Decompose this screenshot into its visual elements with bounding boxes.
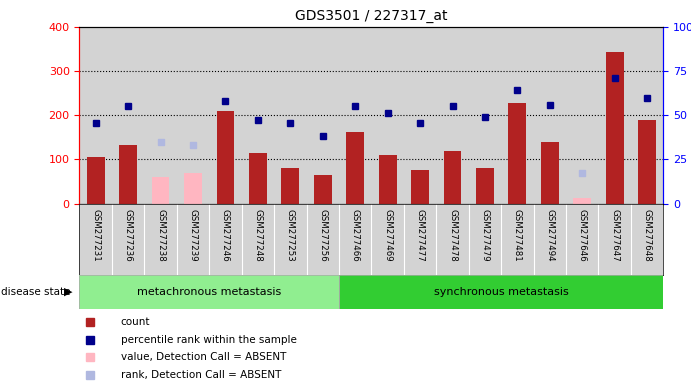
Bar xyxy=(184,173,202,204)
Text: rank, Detection Call = ABSENT: rank, Detection Call = ABSENT xyxy=(121,370,281,380)
Bar xyxy=(79,275,339,309)
Bar xyxy=(606,53,623,204)
Bar xyxy=(87,157,104,204)
Bar xyxy=(79,27,112,204)
Bar xyxy=(314,175,332,204)
Bar xyxy=(120,145,137,204)
Text: GSM277256: GSM277256 xyxy=(319,209,328,262)
Bar xyxy=(574,198,591,204)
Text: GSM277469: GSM277469 xyxy=(383,209,392,262)
Bar xyxy=(346,132,364,204)
Bar xyxy=(339,275,663,309)
Bar xyxy=(476,168,494,204)
Bar xyxy=(379,155,397,204)
Text: GSM277646: GSM277646 xyxy=(578,209,587,262)
Bar xyxy=(339,275,663,309)
Bar xyxy=(307,27,339,204)
Text: value, Detection Call = ABSENT: value, Detection Call = ABSENT xyxy=(121,353,286,362)
Text: GSM277231: GSM277231 xyxy=(91,209,100,262)
Bar xyxy=(509,103,527,204)
Bar xyxy=(209,27,242,204)
Bar xyxy=(501,27,533,204)
Bar xyxy=(249,153,267,204)
Text: GSM277477: GSM277477 xyxy=(415,209,424,262)
Text: GSM277647: GSM277647 xyxy=(610,209,619,262)
Bar xyxy=(468,27,501,204)
Bar xyxy=(638,121,656,204)
Bar xyxy=(151,177,169,204)
Bar xyxy=(598,27,631,204)
Text: ▶: ▶ xyxy=(64,287,73,297)
Bar xyxy=(631,27,663,204)
Bar xyxy=(411,170,429,204)
Text: GSM277494: GSM277494 xyxy=(545,209,554,262)
Text: GSM277648: GSM277648 xyxy=(643,209,652,262)
Title: GDS3501 / 227317_at: GDS3501 / 227317_at xyxy=(295,9,448,23)
Text: GSM277253: GSM277253 xyxy=(286,209,295,262)
Bar xyxy=(404,27,436,204)
Bar xyxy=(281,168,299,204)
Text: synchronous metastasis: synchronous metastasis xyxy=(434,287,569,297)
Bar xyxy=(216,111,234,204)
Bar xyxy=(541,142,559,204)
Text: disease state: disease state xyxy=(1,287,71,297)
Bar xyxy=(444,151,462,204)
Text: GSM277239: GSM277239 xyxy=(189,209,198,262)
Bar xyxy=(177,27,209,204)
Bar xyxy=(566,27,598,204)
Text: GSM277481: GSM277481 xyxy=(513,209,522,262)
Bar xyxy=(112,27,144,204)
Text: GSM277236: GSM277236 xyxy=(124,209,133,262)
Text: GSM277238: GSM277238 xyxy=(156,209,165,262)
Bar xyxy=(144,27,177,204)
Bar xyxy=(274,27,307,204)
Bar xyxy=(371,27,404,204)
Bar xyxy=(79,275,339,309)
Bar xyxy=(339,27,371,204)
Text: percentile rank within the sample: percentile rank within the sample xyxy=(121,334,296,344)
Text: metachronous metastasis: metachronous metastasis xyxy=(137,287,281,297)
Bar xyxy=(242,27,274,204)
Bar xyxy=(533,27,566,204)
Text: GSM277479: GSM277479 xyxy=(480,209,489,262)
Bar xyxy=(436,27,468,204)
Text: GSM277466: GSM277466 xyxy=(351,209,360,262)
Text: GSM277248: GSM277248 xyxy=(254,209,263,262)
Text: count: count xyxy=(121,317,150,327)
Text: GSM277478: GSM277478 xyxy=(448,209,457,262)
Text: GSM277246: GSM277246 xyxy=(221,209,230,262)
